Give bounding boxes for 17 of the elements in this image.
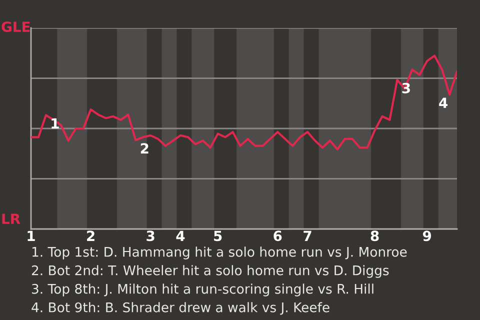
text: GLE	[2, 22, 30, 32]
annotation: 2	[140, 143, 148, 154]
text: LR	[2, 214, 20, 224]
x-tick-label: 4	[176, 230, 185, 241]
x-tick-label: 6	[274, 230, 282, 242]
x-tick-label: 7	[304, 230, 312, 241]
text: 2. Bot 2nd: T. Wheeler hit a solo home run vs D. Diggs	[32, 265, 389, 278]
x-tick-label: 3	[146, 230, 154, 242]
x-tick-label: 1	[28, 230, 35, 241]
x-tick-label: 2	[87, 230, 94, 241]
x-tick-label: 9	[422, 230, 432, 242]
text: 4. Bot 9th: B. Shrader drew a walk vs J. Keefe	[32, 302, 330, 315]
x-tick-label: 8	[370, 230, 379, 242]
text: 3. Top 8th: J. Milton hit a run-scoring single vs R. Hill	[32, 284, 374, 296]
text: 1. Top 1st: D. Hammang hit a solo home run vs J. Monroe	[32, 246, 407, 260]
annotation: 4	[439, 98, 448, 108]
x-tick-label: 5	[214, 230, 222, 242]
